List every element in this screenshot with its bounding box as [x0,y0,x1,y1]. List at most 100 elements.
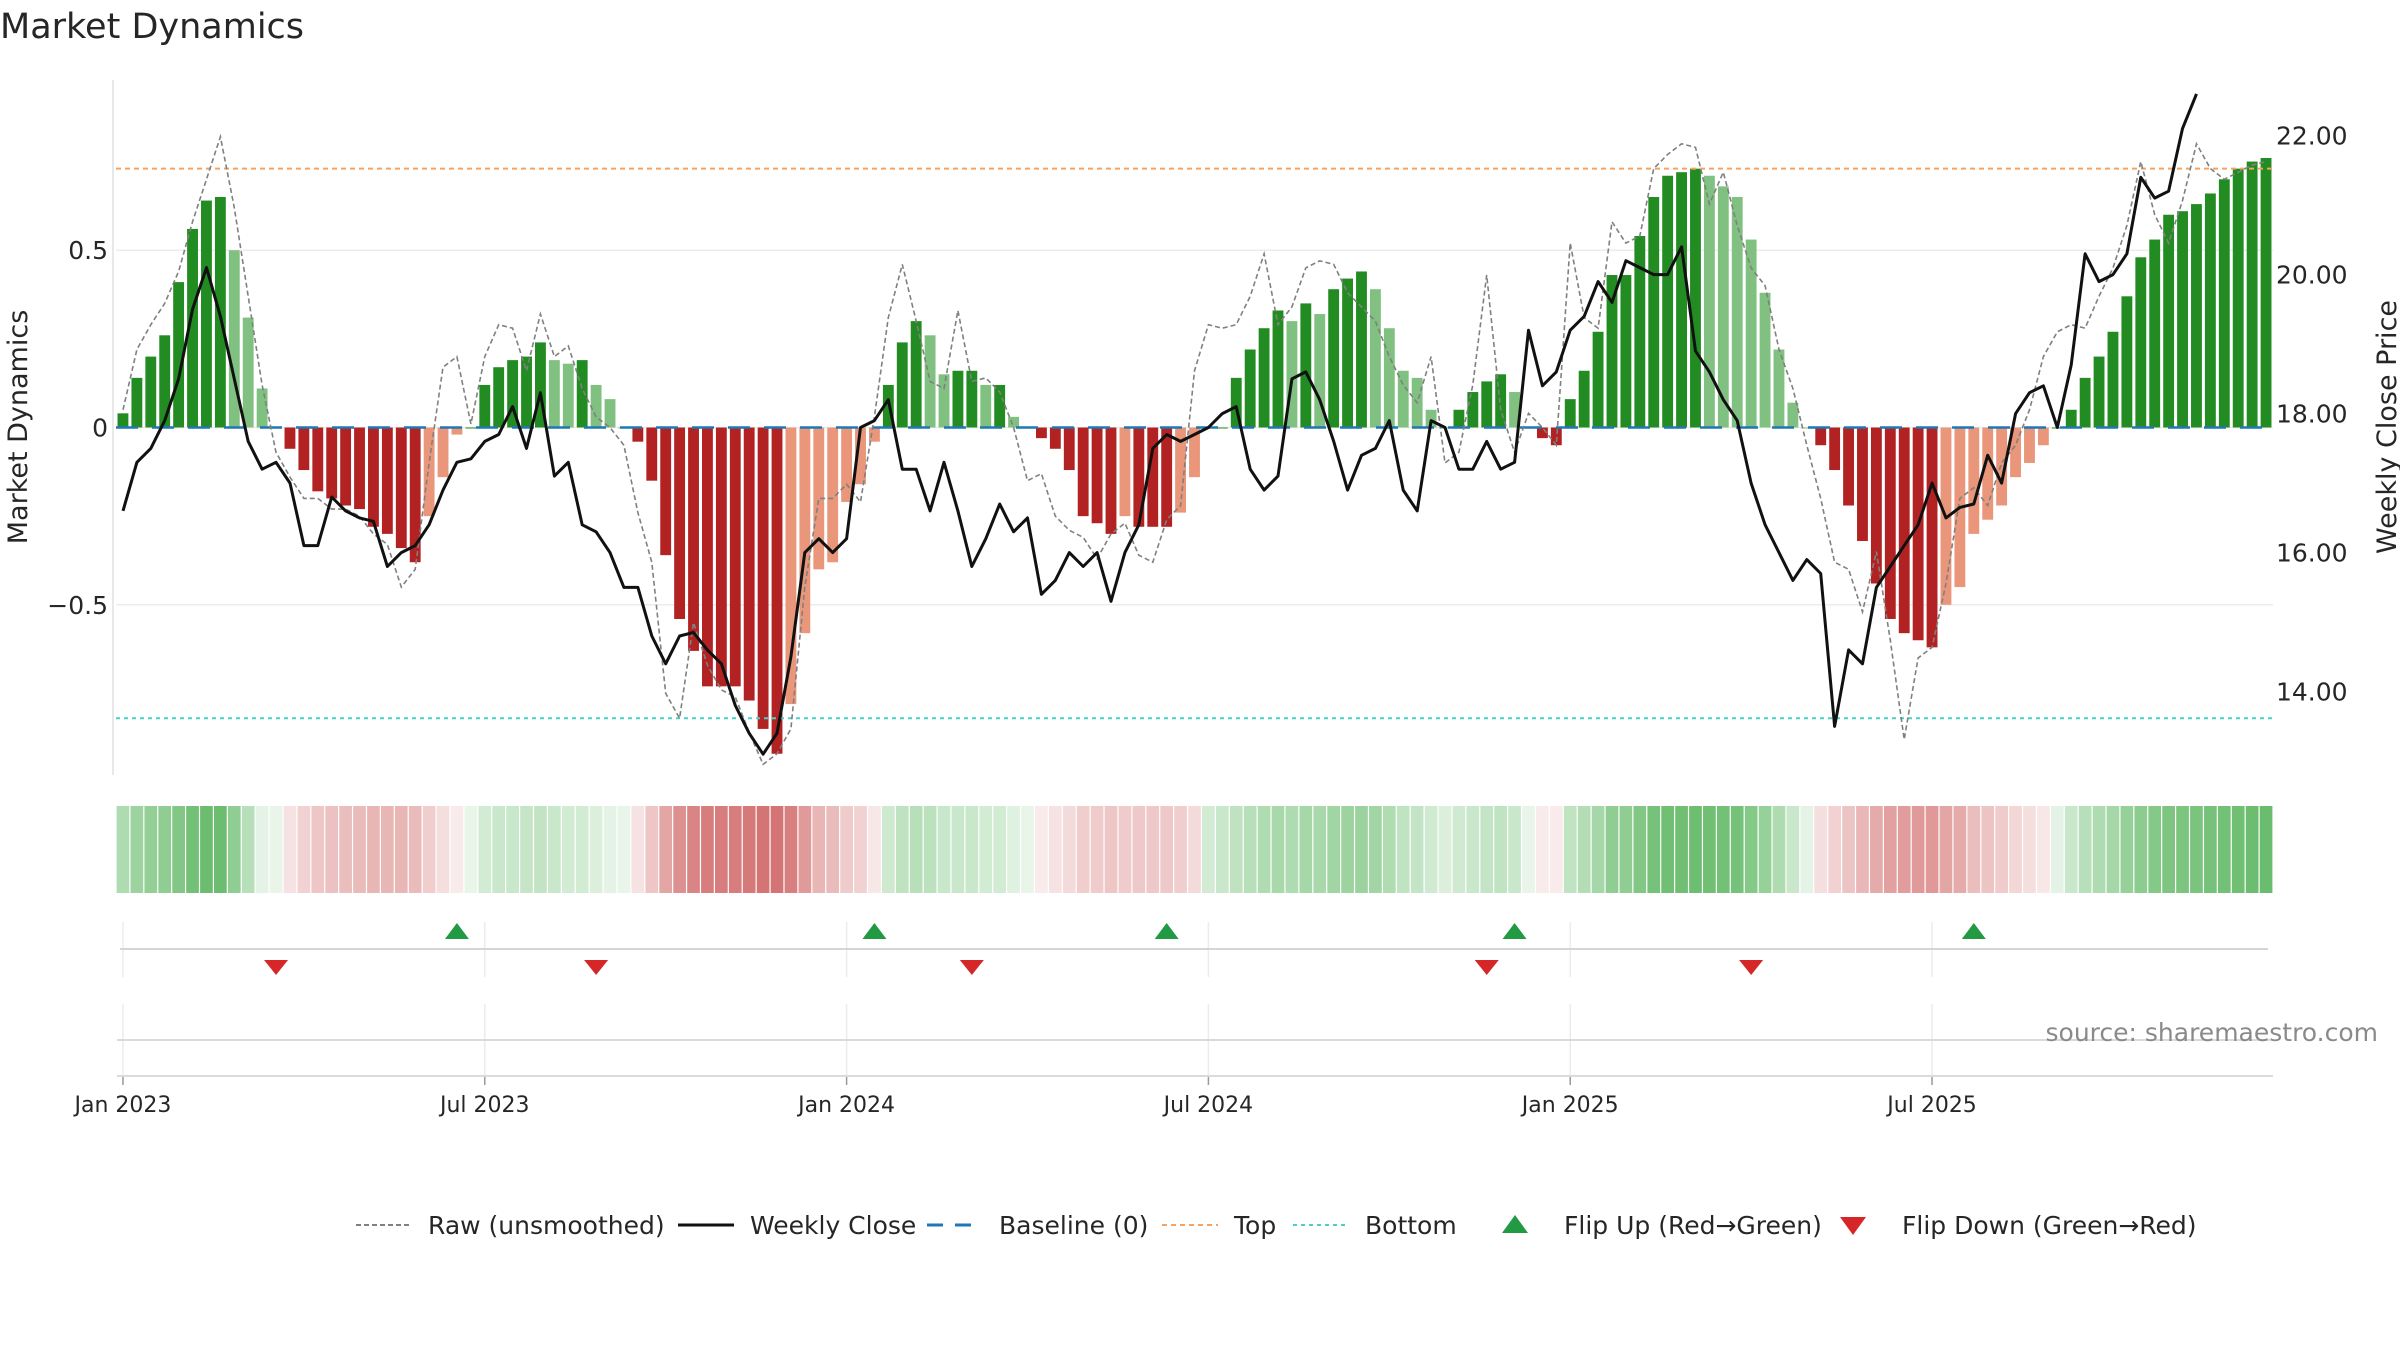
dynamics-bar [1912,427,1924,641]
heat-cell [909,806,923,893]
heat-cell [1035,806,1048,893]
right-tick-label: 20.00 [2276,261,2348,290]
dynamics-bar [1564,399,1576,428]
dynamics-bar [1133,427,1145,527]
dynamics-bar [1703,175,1715,428]
heat-cell [2023,806,2036,893]
heat-cell [1480,806,1494,893]
heat-cell [1647,806,1661,893]
flip-up-marker [1961,923,1986,939]
dynamics-bar [1536,427,1548,439]
heat-cell [200,806,213,893]
heat-cell [144,806,158,893]
heat-cell [673,806,686,893]
dynamics-bar [771,427,783,754]
dynamics-bar [1648,197,1660,428]
heat-cell [241,806,255,893]
dynamics-bar [855,427,866,485]
heat-cell [1605,806,1619,893]
heat-cell [1911,806,1925,893]
dynamics-bar [869,427,880,442]
heat-cell [1007,806,1020,893]
dynamics-bar [2163,214,2175,428]
heat-cell [575,806,589,893]
left-tick-label: 0.5 [68,236,108,265]
heat-cell [1243,806,1257,893]
dynamics-bar [1161,427,1173,527]
heat-cell [2176,806,2189,893]
heat-cell [1842,806,1855,893]
legend: Raw (unsmoothed) Weekly Close Baseline (0)… [356,1211,2197,1240]
dynamics-bar [1383,328,1395,428]
heat-cell [1327,806,1341,893]
dynamics-bar [1898,427,1910,634]
flip-up-marker [862,923,887,939]
heat-cell [492,806,506,893]
heat-cell [1661,806,1675,893]
heat-cell [227,806,241,893]
chart-title: Market Dynamics [0,7,304,47]
heat-cell [2259,806,2273,893]
heat-cell [826,806,840,893]
heat-cell [840,806,853,893]
heat-cell [993,806,1007,893]
heat-cell [1132,806,1146,893]
heat-cell [1438,806,1452,893]
heat-cell [1285,806,1299,893]
dynamics-bar [1592,331,1604,428]
x-tick-label: Jul 2023 [438,1093,530,1118]
x-axis-ticks: Jan 2023 Jul 2023 Jan 2024 Jul 2024 Jan 2025… [73,1077,1977,1118]
heat-cell [1355,806,1368,893]
heat-cell [881,806,895,893]
heat-cell [255,806,269,893]
heat-cell [353,806,366,893]
heat-cell [868,806,881,893]
left-tick-label: −0.5 [47,591,108,620]
heat-cell [1522,806,1535,893]
dynamics-bar [994,384,1006,428]
dynamics-bar [660,427,672,556]
dynamics-bar [841,427,853,502]
heat-cell [1577,806,1591,893]
heat-cell [464,806,478,893]
flip-down-marker [1474,960,1499,975]
dynamics-bar [2037,427,2049,446]
dynamics-bar [2260,158,2272,428]
heat-cell [1939,806,1953,893]
legend-label-baseline: Baseline (0) [999,1211,1148,1240]
dynamics-bar [702,427,713,687]
dynamics-bar [896,342,908,428]
dynamics-bar [1314,314,1326,428]
heat-cell [1730,806,1744,893]
dynamics-bar [1996,427,2008,506]
dynamics-bar [1857,427,1868,541]
heat-cell [1967,806,1981,893]
heat-cell [506,806,519,893]
heat-cell [1048,806,1062,893]
dynamics-bar [242,317,254,428]
heat-cell [339,806,352,893]
dynamics-bar [507,360,519,428]
y-axis-label-left: Market Dynamics [3,310,34,545]
dynamics-bar [1982,427,1994,520]
dynamics-bar [2149,239,2161,428]
heat-cell [367,806,380,893]
dynamics-bar [2135,257,2147,428]
dynamics-bar [646,427,658,481]
heat-cell [1466,806,1480,893]
heat-cell [756,806,770,893]
heat-cell [1494,806,1508,893]
legend-label-raw: Raw (unsmoothed) [428,1211,665,1240]
dynamics-bar [2246,161,2258,428]
dynamics-bar [1063,427,1075,471]
heat-cell [478,806,492,893]
dynamics-bar [479,384,491,428]
heat-cell [520,806,533,893]
dynamics-bar [1550,427,1562,446]
heat-cell [269,806,283,893]
dynamics-bar [423,427,435,517]
empty-bottom-panel [117,1004,2273,1077]
dynamics-bar [1787,402,1799,428]
dynamics-bar [952,370,964,428]
heat-cell [1897,806,1911,893]
